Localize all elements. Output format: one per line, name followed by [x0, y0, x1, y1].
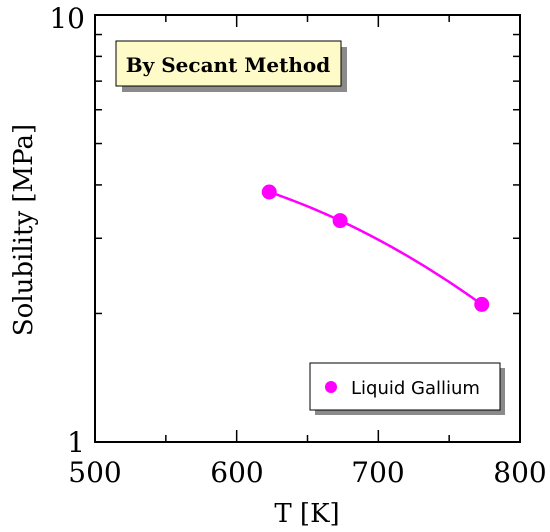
annotation-text: By Secant Method — [126, 53, 331, 77]
axis-ticks — [94, 14, 521, 443]
series-fit-line — [268, 190, 483, 306]
legend-box — [309, 362, 501, 411]
method-annotation: By Secant Method — [115, 40, 347, 92]
x-tick-label-700: 700 — [351, 456, 404, 489]
legend-label: Liquid Gallium — [351, 378, 480, 399]
data-point — [474, 296, 490, 312]
y-tick-label-1: 1 — [67, 426, 85, 459]
series-group — [261, 184, 490, 312]
x-axis-title: T [K] — [274, 499, 339, 529]
y-axis-title: Solubility [MPa] — [9, 124, 39, 336]
y-tick-label-10: 10 — [49, 2, 85, 35]
x-tick-label-500: 500 — [68, 456, 121, 489]
x-tick-label-600: 600 — [210, 456, 263, 489]
data-point — [332, 213, 348, 229]
legend: Liquid Gallium — [309, 362, 505, 415]
x-tick-label-800: 800 — [493, 456, 546, 489]
data-point — [261, 184, 277, 200]
legend-marker — [325, 381, 337, 393]
